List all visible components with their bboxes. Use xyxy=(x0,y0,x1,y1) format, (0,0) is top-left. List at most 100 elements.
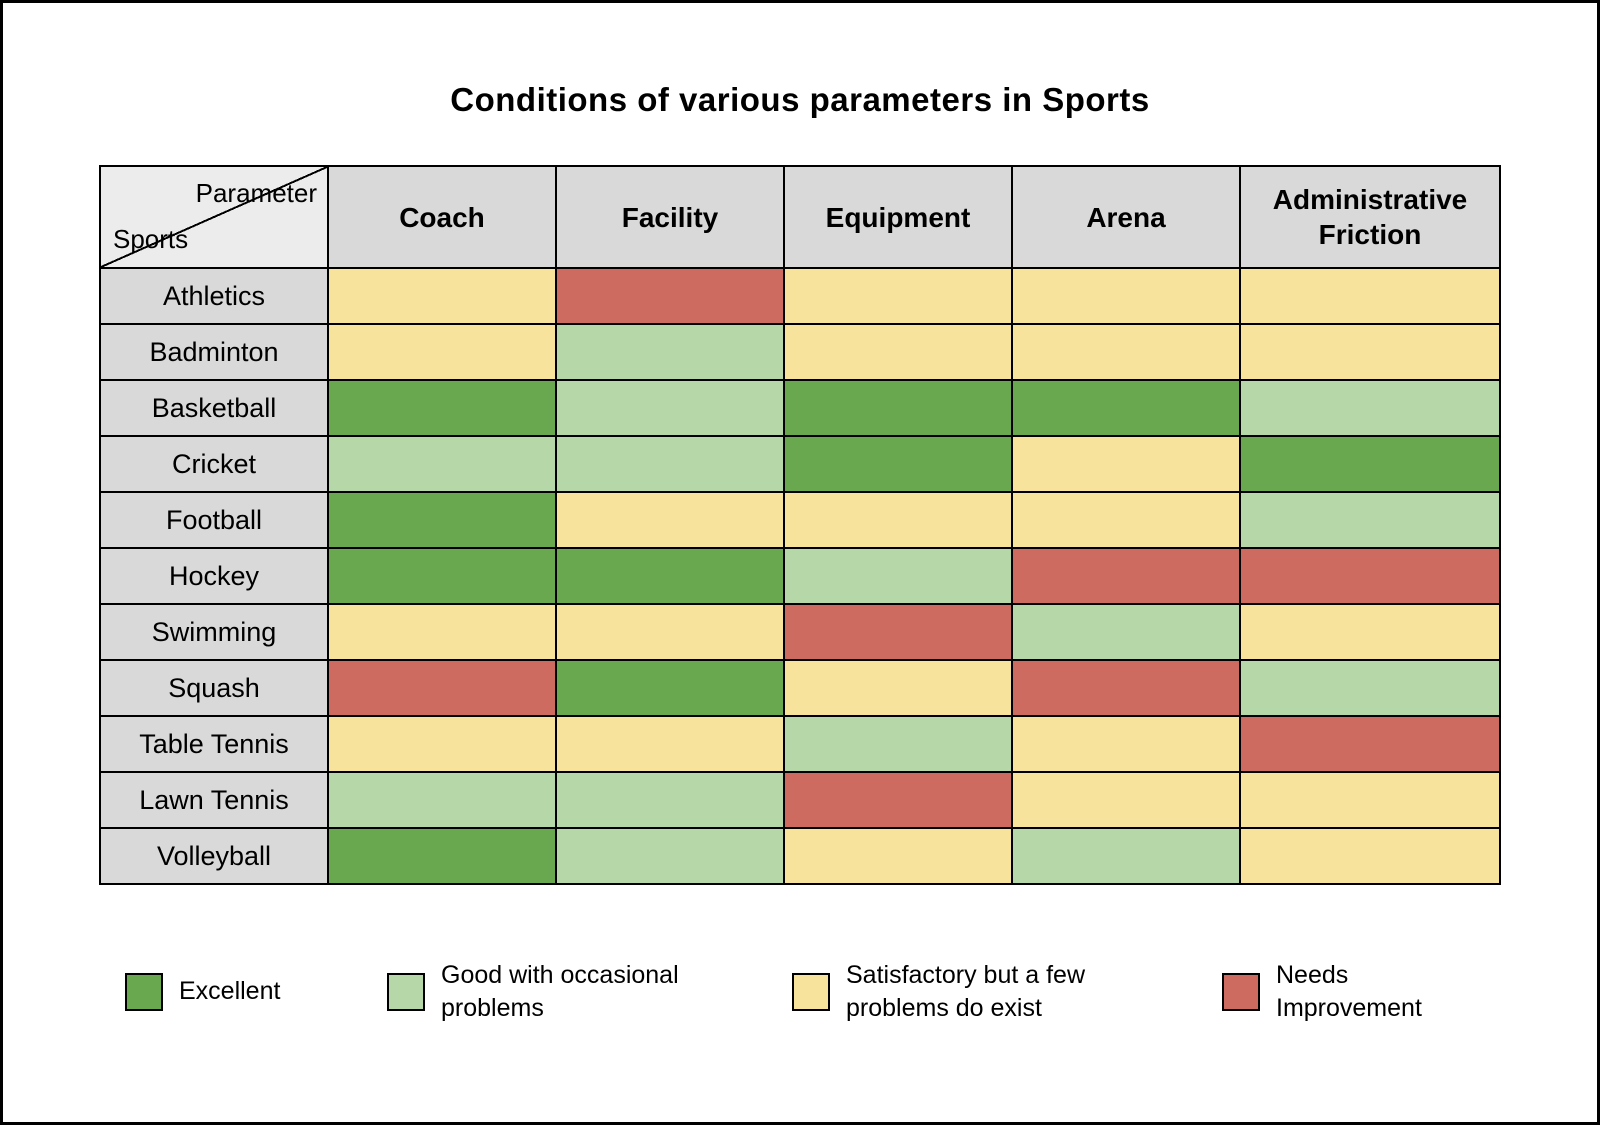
conditions-table: Parameter Sports Coach Facility Equipment A… xyxy=(99,165,1501,885)
cell-squash-facility xyxy=(555,659,785,717)
cell-football-arena xyxy=(1011,491,1241,549)
cell-badminton-arena xyxy=(1011,323,1241,381)
column-header-equipment: Equipment xyxy=(783,165,1013,269)
column-header-coach: Coach xyxy=(327,165,557,269)
cell-hockey-arena xyxy=(1011,547,1241,605)
cell-athletics-administrative-friction xyxy=(1239,267,1501,325)
row-label-table-tennis: Table Tennis xyxy=(99,715,329,773)
cell-cricket-facility xyxy=(555,435,785,493)
table-row: Badminton xyxy=(99,323,1501,381)
cell-squash-coach xyxy=(327,659,557,717)
cell-badminton-equipment xyxy=(783,323,1013,381)
cell-football-coach xyxy=(327,491,557,549)
cell-volleyball-arena xyxy=(1011,827,1241,885)
legend-item-excellent: Excellent xyxy=(125,972,387,1011)
cell-football-administrative-friction xyxy=(1239,491,1501,549)
cell-basketball-administrative-friction xyxy=(1239,379,1501,437)
cell-table-tennis-administrative-friction xyxy=(1239,715,1501,773)
row-label-hockey: Hockey xyxy=(99,547,329,605)
legend-swatch-needs xyxy=(1222,972,1260,1011)
row-label-basketball: Basketball xyxy=(99,379,329,437)
cell-lawn-tennis-arena xyxy=(1011,771,1241,829)
legend-swatch-excellent xyxy=(125,972,163,1011)
cell-swimming-coach xyxy=(327,603,557,661)
cell-lawn-tennis-coach xyxy=(327,771,557,829)
legend: Excellent Good with occasional problems Sa… xyxy=(125,959,1436,1024)
legend-label-satisfactory: Satisfactory but a few problems do exist xyxy=(846,961,1086,1022)
cell-table-tennis-coach xyxy=(327,715,557,773)
cell-table-tennis-arena xyxy=(1011,715,1241,773)
cell-cricket-equipment xyxy=(783,435,1013,493)
row-label-volleyball: Volleyball xyxy=(99,827,329,885)
cell-basketball-facility xyxy=(555,379,785,437)
cell-volleyball-coach xyxy=(327,827,557,885)
row-label-football: Football xyxy=(99,491,329,549)
table-row: Volleyball xyxy=(99,827,1501,885)
table-row: Athletics xyxy=(99,267,1501,325)
row-label-cricket: Cricket xyxy=(99,435,329,493)
cell-hockey-administrative-friction xyxy=(1239,547,1501,605)
cell-badminton-facility xyxy=(555,323,785,381)
legend-item-good: Good with occasional problems xyxy=(387,959,792,1024)
cell-badminton-administrative-friction xyxy=(1239,323,1501,381)
cell-football-facility xyxy=(555,491,785,549)
cell-basketball-equipment xyxy=(783,379,1013,437)
chart-title: Conditions of various parameters in Spor… xyxy=(450,81,1150,118)
cell-lawn-tennis-facility xyxy=(555,771,785,829)
column-header-arena: Arena xyxy=(1011,165,1241,269)
cell-swimming-equipment xyxy=(783,603,1013,661)
cell-hockey-facility xyxy=(555,547,785,605)
cell-basketball-arena xyxy=(1011,379,1241,437)
corner-parameter-label: Parameter xyxy=(195,178,317,208)
cell-athletics-facility xyxy=(555,267,785,325)
cell-hockey-equipment xyxy=(783,547,1013,605)
legend-label-needs: Needs Improvement xyxy=(1276,961,1422,1022)
table-row: Hockey xyxy=(99,547,1501,605)
cell-swimming-arena xyxy=(1011,603,1241,661)
legend-swatch-satisfactory xyxy=(792,972,830,1011)
table-row: Football xyxy=(99,491,1501,549)
cell-cricket-coach xyxy=(327,435,557,493)
cell-swimming-facility xyxy=(555,603,785,661)
row-label-athletics: Athletics xyxy=(99,267,329,325)
table-row: Table Tennis xyxy=(99,715,1501,773)
cell-swimming-administrative-friction xyxy=(1239,603,1501,661)
table-row: Swimming xyxy=(99,603,1501,661)
cell-volleyball-administrative-friction xyxy=(1239,827,1501,885)
cell-volleyball-equipment xyxy=(783,827,1013,885)
column-header-administrative-friction: Administrative Friction xyxy=(1239,165,1501,269)
cell-squash-administrative-friction xyxy=(1239,659,1501,717)
row-label-swimming: Swimming xyxy=(99,603,329,661)
legend-item-satisfactory: Satisfactory but a few problems do exist xyxy=(792,959,1222,1024)
cell-athletics-coach xyxy=(327,267,557,325)
cell-table-tennis-equipment xyxy=(783,715,1013,773)
column-header-facility: Facility xyxy=(555,165,785,269)
cell-squash-equipment xyxy=(783,659,1013,717)
legend-label-good: Good with occasional problems xyxy=(441,961,679,1022)
table-row: Basketball xyxy=(99,379,1501,437)
cell-football-equipment xyxy=(783,491,1013,549)
legend-item-needs: Needs Improvement xyxy=(1222,959,1436,1024)
cell-hockey-coach xyxy=(327,547,557,605)
table-row: Lawn Tennis xyxy=(99,771,1501,829)
row-label-squash: Squash xyxy=(99,659,329,717)
cell-badminton-coach xyxy=(327,323,557,381)
cell-cricket-arena xyxy=(1011,435,1241,493)
cell-athletics-arena xyxy=(1011,267,1241,325)
row-label-lawn-tennis: Lawn Tennis xyxy=(99,771,329,829)
corner-sports-label: Sports xyxy=(113,223,189,254)
cell-squash-arena xyxy=(1011,659,1241,717)
row-label-badminton: Badminton xyxy=(99,323,329,381)
table-row: Squash xyxy=(99,659,1501,717)
header-row: Parameter Sports Coach Facility Equipment A… xyxy=(99,165,1501,269)
legend-label-excellent: Excellent xyxy=(179,977,281,1006)
legend-swatch-good xyxy=(387,972,425,1011)
cell-cricket-administrative-friction xyxy=(1239,435,1501,493)
cell-lawn-tennis-administrative-friction xyxy=(1239,771,1501,829)
cell-table-tennis-facility xyxy=(555,715,785,773)
corner-cell: Parameter Sports xyxy=(99,165,329,269)
cell-athletics-equipment xyxy=(783,267,1013,325)
cell-basketball-coach xyxy=(327,379,557,437)
cell-volleyball-facility xyxy=(555,827,785,885)
